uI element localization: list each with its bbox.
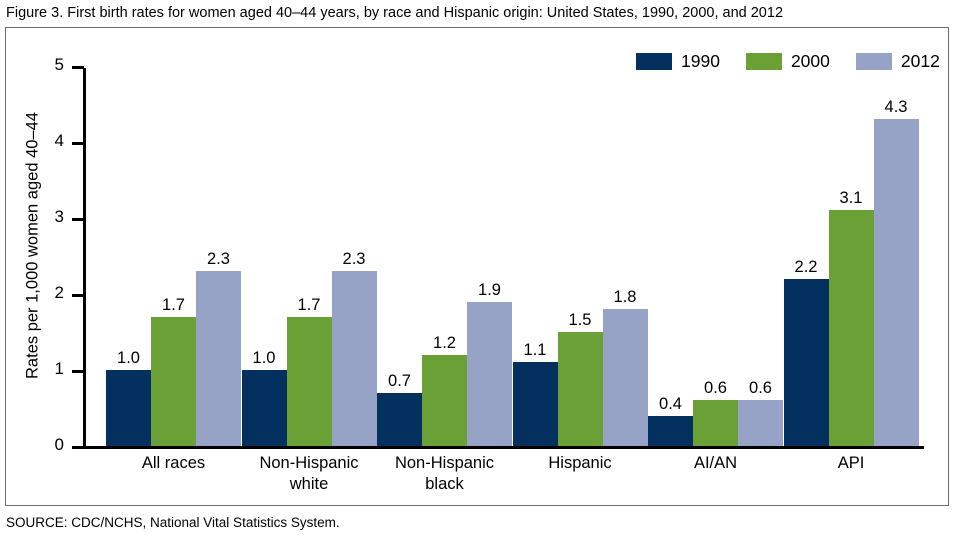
x-axis-label-line: Hispanic (548, 454, 612, 472)
bar-1990-ai-an[interactable]: 0.4 (648, 395, 693, 446)
bar-group: 0.7 1.2 1.9 (377, 66, 512, 446)
y-tick-2: 2 (55, 283, 84, 302)
bar-2012-non-hispanic-white[interactable]: 2.3 (331, 250, 377, 446)
bar-value-label: 0.4 (659, 394, 682, 413)
x-axis-label-ai-an: AI/AN (626, 453, 805, 474)
bar-value-label: 2.2 (794, 257, 818, 276)
bar-value-label: 1.0 (117, 349, 140, 367)
legend-swatch-2012 (855, 52, 892, 70)
x-axis-label-line: Non-Hispanic (394, 454, 495, 472)
legend-label-1990: 1990 (681, 51, 720, 71)
bar-value-label: 0.6 (704, 379, 727, 398)
bar-value-label: 1.7 (297, 295, 321, 314)
legend-item-2000[interactable]: 2000 (745, 51, 830, 71)
figure-title: Figure 3. First birth rates for women ag… (6, 5, 784, 21)
x-axis-label-non-hispanic-black: Non-Hispanic black (355, 453, 534, 495)
bar-value-label: 1.0 (252, 349, 276, 367)
bar-value-label: 2.3 (207, 250, 230, 269)
bar-value-label: 1.9 (478, 280, 501, 299)
legend-label-2000: 2000 (790, 51, 830, 71)
bar-2000-all-races[interactable]: 1.7 (151, 296, 196, 446)
chart-legend: 1990 2000 2012 (636, 52, 940, 70)
y-tick-4: 4 (55, 131, 84, 150)
bar-2000-hispanic[interactable]: 1.5 (557, 311, 603, 446)
bar-1990-all-races[interactable]: 1.0 (106, 349, 151, 446)
x-axis-label-line: API (837, 454, 865, 472)
x-axis-label-line: AI/AN (693, 454, 738, 472)
bar-2000-non-hispanic-black[interactable]: 1.2 (422, 334, 467, 446)
bar-group: 1.1 1.5 1.8 (512, 66, 648, 446)
bar-value-label: 4.3 (884, 98, 908, 117)
x-axis-label-line: white (289, 475, 329, 493)
bar-1990-non-hispanic-white[interactable]: 1.0 (241, 349, 287, 446)
y-tick-label-0: 0 (54, 435, 64, 454)
legend-item-2012[interactable]: 2012 (855, 51, 940, 71)
y-tick-3: 3 (55, 207, 84, 226)
bar-1990-api[interactable]: 2.2 (783, 258, 829, 446)
bar-value-label: 1.8 (613, 288, 637, 307)
bar-1990-non-hispanic-black[interactable]: 0.7 (377, 372, 422, 446)
bar-2012-ai-an[interactable]: 0.6 (738, 379, 783, 446)
x-axis-label-line: Non-Hispanic (259, 454, 359, 472)
y-axis-line (83, 68, 86, 449)
y-tick-label-2: 2 (54, 283, 64, 302)
bar-2012-api[interactable]: 4.3 (873, 98, 919, 446)
x-axis-label-all-races: All races (84, 453, 263, 474)
bar-value-label: 1.2 (433, 333, 456, 352)
bar-2000-non-hispanic-white[interactable]: 1.7 (286, 296, 332, 446)
bar-2000-ai-an[interactable]: 0.6 (693, 379, 738, 446)
bar-value-label: 2.3 (342, 250, 366, 269)
x-axis-label-api: API (762, 453, 941, 474)
x-axis-line (83, 446, 924, 449)
legend-label-2012: 2012 (900, 51, 940, 71)
x-axis-labels: All races Non-Hispanic white Non-Hispanic bl… (6, 453, 950, 507)
y-tick-label-1: 1 (54, 359, 64, 378)
bar-value-label: 1.7 (162, 295, 185, 314)
y-tick-label-3: 3 (54, 207, 64, 226)
bar-group: 0.4 0.6 0.6 (648, 66, 783, 446)
bar-value-label: 0.6 (749, 379, 772, 398)
bar-group: 1.0 1.7 2.3 (241, 66, 377, 446)
bar-1990-hispanic[interactable]: 1.1 (512, 341, 558, 446)
x-axis-label-non-hispanic-white: Non-Hispanic white (220, 453, 399, 495)
bar-value-label: 1.1 (523, 341, 547, 360)
bar-value-label: 0.7 (388, 371, 411, 390)
bar-group: 2.2 3.1 4.3 (783, 66, 919, 446)
bar-2012-all-races[interactable]: 2.3 (196, 250, 241, 446)
bar-group: 1.0 1.7 2.3 (106, 66, 241, 446)
bar-2012-non-hispanic-black[interactable]: 1.9 (467, 281, 512, 446)
x-axis-label-hispanic: Hispanic (491, 453, 670, 474)
y-tick-1: 1 (55, 359, 84, 378)
bar-2000-api[interactable]: 3.1 (828, 189, 874, 446)
y-tick-label-4: 4 (54, 131, 64, 150)
legend-swatch-1990 (636, 52, 672, 70)
x-axis-label-line: All races (141, 454, 206, 472)
y-tick-label-5: 5 (54, 55, 64, 74)
source-note: SOURCE: CDC/NCHS, National Vital Statist… (6, 515, 340, 530)
y-tick-5: 5 (55, 55, 84, 74)
bar-value-label: 3.1 (839, 189, 863, 208)
bars-layer: 1.0 1.7 2.3 1.0 1.7 2.3 0.7 1.2 1.9 1.1 1.5 1.8 0.4 0… (6, 66, 950, 446)
bar-value-label: 1.5 (568, 311, 592, 329)
legend-item-1990[interactable]: 1990 (636, 52, 720, 70)
y-tick-0: 0 (55, 435, 84, 454)
legend-swatch-2000 (745, 52, 782, 70)
x-axis-label-line: black (425, 475, 464, 493)
bar-2012-hispanic[interactable]: 1.8 (602, 288, 648, 446)
